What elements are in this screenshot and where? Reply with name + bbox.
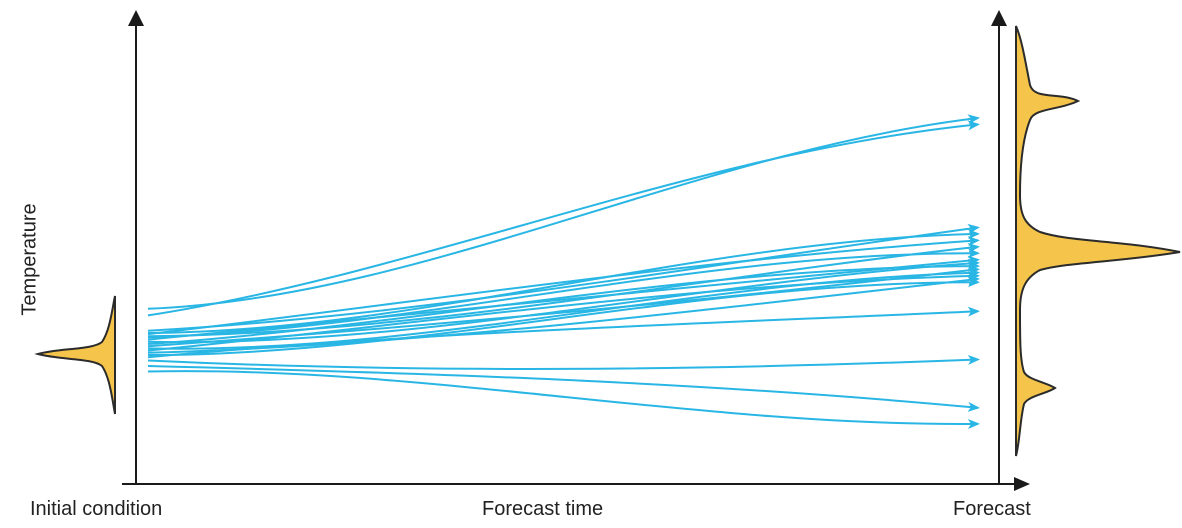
forecast-trajectory — [147, 223, 980, 332]
forecast-trajectory — [147, 261, 980, 345]
forecast-distribution — [1015, 25, 1181, 457]
forecast-trajectory — [147, 354, 980, 370]
forecast-time-label: Forecast time — [482, 498, 604, 520]
forecast-trajectory — [147, 258, 980, 344]
initial-distribution — [34, 295, 116, 415]
trajectory-group — [147, 114, 980, 429]
x-axis-arrow-icon — [1014, 477, 1030, 491]
axes — [122, 10, 1030, 491]
forecast-trajectory — [147, 306, 980, 359]
forecast-trajectory — [147, 120, 980, 317]
forecast-trajectory — [147, 271, 980, 352]
y-axis-label: Temperature — [18, 203, 41, 316]
forecast-trajectory — [147, 267, 980, 350]
forecast-trajectory — [147, 365, 980, 412]
forecast-trajectory — [147, 236, 980, 336]
forecast-trajectory — [147, 114, 980, 310]
forecast-trajectory — [147, 242, 980, 338]
forecast-trajectory — [147, 370, 980, 429]
y-axis-left-arrow-icon — [128, 10, 144, 26]
y-axis-right-arrow-icon — [991, 10, 1007, 26]
forecast-label: Forecast — [953, 498, 1031, 520]
forecast-trajectory — [147, 248, 980, 339]
initial-condition-label: Initial condition — [30, 498, 163, 520]
forecast-trajectory — [147, 255, 980, 341]
forecast-trajectory — [147, 277, 980, 357]
